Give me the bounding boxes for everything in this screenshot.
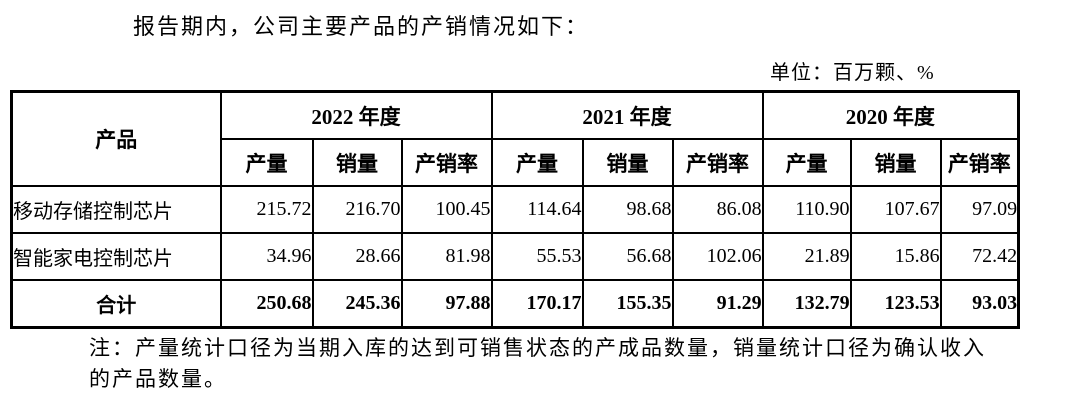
unit-label: 单位：百万颗、% [770,62,935,84]
table-row-total: 合计 250.68 245.36 97.88 170.17 155.35 91.… [10,279,1020,329]
table-cell: 56.68 [581,232,674,281]
year-header-2021: 2021 年度 [490,90,764,140]
section-intro-text: 报告期内，公司主要产品的产销情况如下： [133,14,590,39]
table-cell: 55.53 [490,232,584,281]
table-cell: 28.66 [311,232,403,281]
table-cell: 98.68 [581,185,674,234]
subheader-2020-output: 产量 [761,138,852,187]
table-cell: 250.68 [219,279,314,329]
table-row-mobile-storage-chip: 移动存储控制芯片 215.72 216.70 100.45 114.64 98.… [10,185,1020,234]
subheader-2022-ratio: 产销率 [400,138,493,187]
table-cell: 86.08 [671,185,764,234]
production-sales-table: 产品 2022 年度 2021 年度 2020 年度 产量 销量 产销率 产量 … [10,90,1021,329]
table-header-row-metrics: 产量 销量 产销率 产量 销量 产销率 产量 销量 产销率 [12,138,1020,187]
table-cell: 15.86 [849,232,942,281]
table-cell: 123.53 [849,279,942,329]
product-name-cell: 智能家电控制芯片 [10,232,222,281]
table-cell: 170.17 [490,279,584,329]
subheader-2021-output: 产量 [490,138,584,187]
footnote-line-1: 注：产量统计口径为当期入库的达到可销售状态的产成品数量，销量统计口径为确认收入 [89,336,986,360]
table-cell: 155.35 [581,279,674,329]
total-label-cell: 合计 [10,279,222,329]
footnote-line-2: 的产品数量。 [89,367,227,391]
table-cell: 107.67 [849,185,942,234]
table-cell: 97.09 [939,185,1020,234]
table-cell: 114.64 [490,185,584,234]
table-cell: 110.90 [761,185,852,234]
table-cell: 102.06 [671,232,764,281]
table-cell: 245.36 [311,279,403,329]
table-cell: 81.98 [400,232,493,281]
subheader-2020-sales: 销量 [849,138,942,187]
table-cell: 21.89 [761,232,852,281]
table-header-row-years: 产品 2022 年度 2021 年度 2020 年度 [10,90,1020,187]
year-header-2022: 2022 年度 [219,90,493,140]
column-header-product: 产品 [10,90,222,187]
table-cell: 34.96 [219,232,314,281]
table-cell: 215.72 [219,185,314,234]
table-row-smart-appliance-chip: 智能家电控制芯片 34.96 28.66 81.98 55.53 56.68 1… [10,232,1020,281]
table-footnote: 注：产量统计口径为当期入库的达到可销售状态的产成品数量，销量统计口径为确认收入 … [89,333,986,395]
table-cell: 72.42 [939,232,1020,281]
table-cell: 100.45 [400,185,493,234]
table-cell: 216.70 [311,185,403,234]
subheader-2022-sales: 销量 [311,138,403,187]
subheader-2022-output: 产量 [219,138,314,187]
subheader-2021-ratio: 产销率 [671,138,764,187]
table-cell: 93.03 [939,279,1020,329]
table-cell: 91.29 [671,279,764,329]
table-cell: 97.88 [400,279,493,329]
year-header-2020: 2020 年度 [761,90,1020,140]
subheader-2021-sales: 销量 [581,138,674,187]
product-name-cell: 移动存储控制芯片 [10,185,222,234]
table-cell: 132.79 [761,279,852,329]
subheader-2020-ratio: 产销率 [939,138,1020,187]
